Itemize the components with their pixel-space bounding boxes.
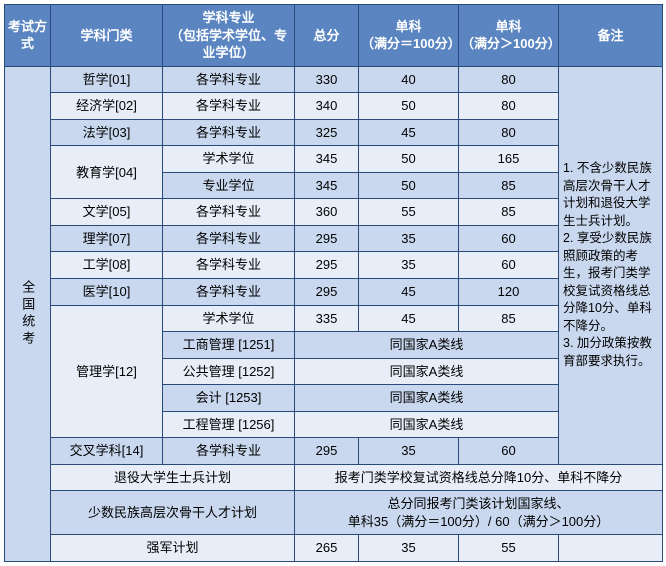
s1-cell: 35: [359, 225, 459, 252]
cat-cell: 管理学[12]: [51, 305, 163, 438]
total-cell: 295: [295, 438, 359, 465]
s1-cell: 45: [359, 305, 459, 332]
cat-cell: 文学[05]: [51, 199, 163, 226]
total-cell: 330: [295, 66, 359, 93]
cat-cell: 教育学[04]: [51, 146, 163, 199]
total-cell: 325: [295, 119, 359, 146]
score-table: 考试方式 学科门类 学科专业 （包括学术学位、专业学位） 总分 单科 （满分＝1…: [4, 4, 663, 562]
total-cell: 295: [295, 279, 359, 306]
watermark-cell: [559, 535, 663, 562]
total-cell: 295: [295, 225, 359, 252]
notes-cell: 1. 不含少数民族高层次骨干人才计划和退役大学生士兵计划。 2. 享受少数民族照…: [559, 66, 663, 464]
major-cell: 各学科专业: [163, 225, 295, 252]
major-cell: 各学科专业: [163, 252, 295, 279]
s2-cell: 80: [459, 93, 559, 120]
cat-cell: 交叉学科[14]: [51, 438, 163, 465]
major-cell: 工程管理 [1256]: [163, 411, 295, 438]
h-s2: 单科 （满分＞100分）: [459, 5, 559, 67]
s2-cell: 85: [459, 305, 559, 332]
table-row: 退役大学生士兵计划 报考门类学校复试资格线总分降10分、单科不降分: [5, 464, 663, 491]
total-cell: 295: [295, 252, 359, 279]
nat-line: 同国家A类线: [295, 385, 559, 412]
cat-cell: 经济学[02]: [51, 93, 163, 120]
exam-mode-cell: 全国统考: [5, 66, 51, 561]
minority-text: 总分同报考门类该计划国家线、 单科35（满分＝100分）/ 60（满分＞100分…: [295, 491, 663, 535]
s1-cell: 50: [359, 146, 459, 173]
major-cell: 学术学位: [163, 146, 295, 173]
total-cell: 340: [295, 93, 359, 120]
nat-line: 同国家A类线: [295, 332, 559, 359]
major-cell: 各学科专业: [163, 66, 295, 93]
h-exam-mode: 考试方式: [5, 5, 51, 67]
table-row: 全国统考 哲学[01] 各学科专业 330 40 80 1. 不含少数民族高层次…: [5, 66, 663, 93]
s2-cell: 120: [459, 279, 559, 306]
s1-cell: 35: [359, 438, 459, 465]
s2-cell: 60: [459, 225, 559, 252]
major-cell: 各学科专业: [163, 93, 295, 120]
total-cell: 360: [295, 199, 359, 226]
s2-cell: 85: [459, 172, 559, 199]
major-cell: 各学科专业: [163, 279, 295, 306]
h-s1: 单科 （满分＝100分）: [359, 5, 459, 67]
h-notes: 备注: [559, 5, 663, 67]
cat-cell: 法学[03]: [51, 119, 163, 146]
s2-cell: 165: [459, 146, 559, 173]
major-cell: 学术学位: [163, 305, 295, 332]
army-label: 强军计划: [51, 535, 295, 562]
major-cell: 公共管理 [1252]: [163, 358, 295, 385]
nat-line: 同国家A类线: [295, 358, 559, 385]
table-row: 少数民族高层次骨干人才计划 总分同报考门类该计划国家线、 单科35（满分＝100…: [5, 491, 663, 535]
s1-cell: 35: [359, 252, 459, 279]
cat-cell: 哲学[01]: [51, 66, 163, 93]
army-s2: 55: [459, 535, 559, 562]
header-row: 考试方式 学科门类 学科专业 （包括学术学位、专业学位） 总分 单科 （满分＝1…: [5, 5, 663, 67]
h-category: 学科门类: [51, 5, 163, 67]
major-cell: 专业学位: [163, 172, 295, 199]
veteran-label: 退役大学生士兵计划: [51, 464, 295, 491]
major-cell: 各学科专业: [163, 438, 295, 465]
veteran-text: 报考门类学校复试资格线总分降10分、单科不降分: [295, 464, 663, 491]
major-cell: 各学科专业: [163, 199, 295, 226]
major-cell: 工商管理 [1251]: [163, 332, 295, 359]
cat-cell: 工学[08]: [51, 252, 163, 279]
table-row: 强军计划 265 35 55: [5, 535, 663, 562]
s1-cell: 55: [359, 199, 459, 226]
major-cell: 各学科专业: [163, 119, 295, 146]
cat-cell: 医学[10]: [51, 279, 163, 306]
army-total: 265: [295, 535, 359, 562]
total-cell: 335: [295, 305, 359, 332]
h-major: 学科专业 （包括学术学位、专业学位）: [163, 5, 295, 67]
minority-label: 少数民族高层次骨干人才计划: [51, 491, 295, 535]
h-total: 总分: [295, 5, 359, 67]
s1-cell: 45: [359, 279, 459, 306]
total-cell: 345: [295, 172, 359, 199]
cat-cell: 理学[07]: [51, 225, 163, 252]
s1-cell: 45: [359, 119, 459, 146]
s2-cell: 80: [459, 119, 559, 146]
s1-cell: 40: [359, 66, 459, 93]
total-cell: 345: [295, 146, 359, 173]
nat-line: 同国家A类线: [295, 411, 559, 438]
s2-cell: 60: [459, 252, 559, 279]
major-cell: 会计 [1253]: [163, 385, 295, 412]
s2-cell: 80: [459, 66, 559, 93]
s2-cell: 85: [459, 199, 559, 226]
s1-cell: 50: [359, 93, 459, 120]
s1-cell: 50: [359, 172, 459, 199]
army-s1: 35: [359, 535, 459, 562]
s2-cell: 60: [459, 438, 559, 465]
